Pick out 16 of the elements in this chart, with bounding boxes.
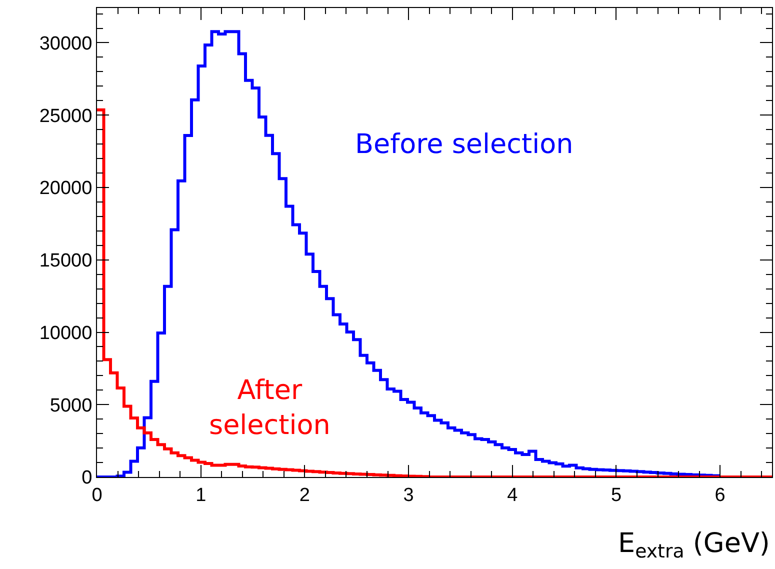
y-tick-label: 25000 bbox=[39, 106, 92, 127]
x-tick-label: 2 bbox=[299, 484, 310, 506]
x-tick-label: 4 bbox=[507, 484, 518, 506]
text: Before selection bbox=[355, 129, 574, 160]
y-tick-label: 10000 bbox=[39, 322, 92, 344]
y-tick-label: 5000 bbox=[50, 395, 92, 416]
y-tick-label: 30000 bbox=[39, 33, 92, 54]
y-tick-label: 15000 bbox=[39, 250, 92, 272]
x-tick-label: 6 bbox=[714, 484, 726, 506]
y-tick-label: 0 bbox=[82, 468, 92, 489]
series-label: After selection bbox=[209, 375, 330, 442]
x-axis-title: E$_{extra}$ (GeV) bbox=[618, 528, 770, 563]
y-tick-label: 20000 bbox=[39, 178, 92, 200]
x-tick-label: 5 bbox=[610, 484, 622, 506]
x-tick-label: 1 bbox=[196, 484, 206, 506]
x-tick-label: 3 bbox=[403, 484, 414, 506]
